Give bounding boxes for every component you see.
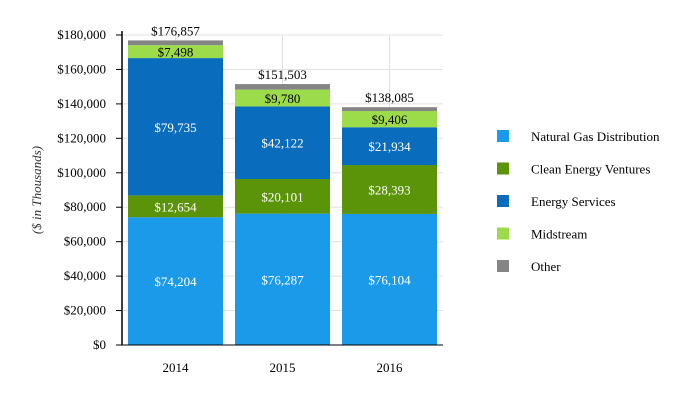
legend-swatch <box>497 162 509 175</box>
bar-segment <box>342 165 437 214</box>
data-label: $42,122 <box>261 136 303 151</box>
data-label: $9,780 <box>265 91 301 106</box>
x-tick-label: 2014 <box>163 360 190 375</box>
data-label: $76,287 <box>261 272 304 287</box>
legend-label: Other <box>531 259 561 274</box>
y-tick-label: $80,000 <box>64 199 106 214</box>
y-axis-label: ($ in Thousands) <box>29 146 44 234</box>
y-tick-label: $60,000 <box>64 234 106 249</box>
bar-segment <box>128 45 223 59</box>
data-label: $12,654 <box>154 199 197 214</box>
data-label: $74,204 <box>154 274 197 289</box>
y-tick-label: $100,000 <box>57 165 106 180</box>
bar-segment <box>235 178 330 214</box>
bar-segment <box>128 58 223 196</box>
legend-label: Natural Gas Distribution <box>531 129 660 144</box>
bar-segment <box>235 89 330 107</box>
bar-segment <box>342 111 437 128</box>
bar-segment <box>128 217 223 345</box>
legend-swatch <box>497 130 509 142</box>
legend-label: Energy Services <box>531 194 616 209</box>
y-tick-label: $120,000 <box>57 130 106 145</box>
bar-segment <box>342 107 437 112</box>
bar-segment <box>128 195 223 218</box>
bar-segment <box>235 213 330 345</box>
y-tick-label: $20,000 <box>64 303 106 318</box>
total-label: $151,503 <box>258 67 307 82</box>
bar-segment <box>342 213 437 345</box>
bar-segment <box>235 84 330 90</box>
y-tick-label: $160,000 <box>57 61 106 76</box>
data-label: $9,406 <box>372 112 408 127</box>
legend-label: Clean Energy Ventures <box>531 162 650 177</box>
y-tick-label: $0 <box>93 337 106 352</box>
x-tick-label: 2016 <box>377 360 404 375</box>
total-label: $138,085 <box>365 90 414 105</box>
data-label: $21,934 <box>368 139 411 154</box>
y-tick-label: $180,000 <box>57 27 106 42</box>
data-label: $7,498 <box>158 45 194 60</box>
legend-swatch <box>497 260 509 272</box>
legend-swatch <box>497 195 509 207</box>
data-label: $28,393 <box>368 182 410 197</box>
y-tick-label: $140,000 <box>57 96 106 111</box>
bars: $74,204 $12,654 $79,735 $7,498 $176,857 $76,2… <box>128 23 437 345</box>
legend: Natural Gas Distribution Clean Energy Ven… <box>497 129 660 274</box>
y-tick-label: $40,000 <box>64 268 106 283</box>
axes: $0 $20,000 $40,000 $60,000 $80,000 $100,000 $1… <box>57 27 443 375</box>
bar-segment <box>342 127 437 166</box>
x-tick-label: 2015 <box>270 360 296 375</box>
total-label: $176,857 <box>151 23 200 38</box>
data-label: $79,735 <box>154 120 196 135</box>
legend-label: Midstream <box>531 227 587 242</box>
bar-segment <box>128 40 223 46</box>
data-label: $20,101 <box>261 189 303 204</box>
legend-swatch <box>497 227 509 240</box>
data-label: $76,104 <box>368 272 411 287</box>
bar-segment <box>235 106 330 179</box>
